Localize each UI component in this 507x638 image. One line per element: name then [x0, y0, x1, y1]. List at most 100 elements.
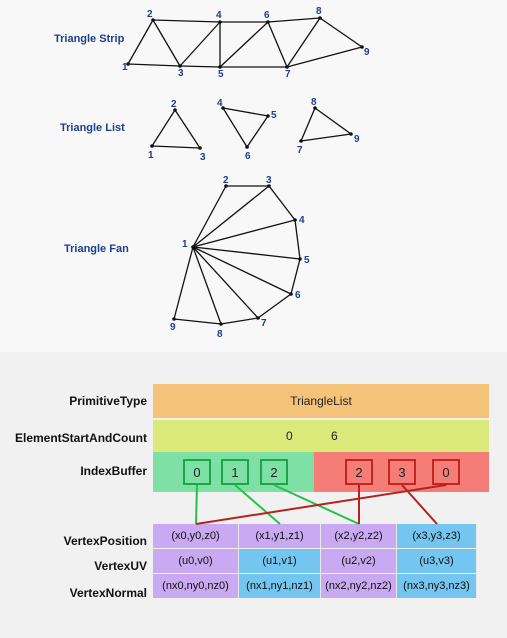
list-vertex-dot — [349, 132, 353, 136]
strip-vertex-dot — [360, 45, 364, 49]
fan-vertex-label: 1 — [182, 239, 188, 250]
strip-edge — [267, 21, 288, 68]
strip-vertex-dot — [218, 65, 222, 69]
vertex-uv-cell: (u0,v0) — [153, 549, 239, 573]
fan-vertex-label: 8 — [217, 329, 223, 340]
list-vertex-dot — [299, 139, 303, 143]
fan-edge — [257, 293, 292, 319]
fan-vertex-label: 7 — [261, 318, 267, 329]
strip-vertex-label: 1 — [122, 62, 128, 73]
list-edge — [151, 109, 176, 147]
index-entry: 1 — [221, 459, 249, 485]
strip-edge — [179, 21, 221, 67]
index-buffer-label: IndexBuffer — [80, 464, 147, 478]
vertex-position-cell: (x3,y3,z3) — [397, 524, 477, 548]
index-entry: 0 — [183, 459, 211, 485]
triangle-list-diagram: 1 2 3 4 5 6 7 8 9 — [148, 97, 360, 163]
list-vertex-label: 5 — [271, 110, 277, 121]
fan-vertex-dot — [219, 322, 223, 326]
fan-edge — [268, 185, 296, 221]
list-vertex-dot — [245, 145, 249, 149]
strip-edge — [286, 17, 321, 68]
fan-edge — [192, 246, 292, 295]
strip-edge — [319, 17, 363, 48]
list-vertex-label: 1 — [148, 150, 154, 161]
list-vertex-label: 8 — [311, 97, 317, 108]
list-vertex-label: 7 — [297, 145, 303, 156]
fan-vertex-label: 6 — [295, 290, 301, 301]
strip-vertex-label: 9 — [364, 47, 370, 58]
strip-edge — [152, 19, 221, 23]
list-edge — [222, 107, 248, 148]
strip-vertex-dot — [266, 20, 270, 24]
strip-vertex-label: 8 — [316, 6, 322, 17]
strip-vertex-dot — [126, 62, 130, 66]
strip-edge — [152, 19, 181, 67]
strip-vertex-dot — [151, 18, 155, 22]
fan-vertex-label: 4 — [299, 215, 305, 226]
list-edge — [300, 107, 316, 142]
strip-vertex-dot — [218, 20, 222, 24]
strip-vertex-dot — [285, 65, 289, 69]
fan-edge — [192, 246, 222, 325]
list-vertex-dot — [221, 106, 225, 110]
fan-edge — [294, 219, 301, 260]
fan-edge — [192, 185, 270, 248]
strip-vertex-label: 5 — [218, 69, 224, 80]
fan-edge — [220, 317, 259, 325]
fan-vertex-label: 9 — [170, 322, 176, 333]
index-entry: 2 — [260, 459, 288, 485]
element-start-and-count-band: 0 6 — [153, 420, 489, 452]
list-edge — [222, 107, 269, 117]
fan-vertex-dot — [256, 316, 260, 320]
strip-vertex-label: 2 — [147, 9, 153, 20]
fan-vertex-dot — [293, 218, 297, 222]
vertex-normal-cell: (nx0,ny0,nz0) — [153, 574, 239, 598]
element-count-value: 6 — [331, 429, 338, 443]
strip-edge — [179, 65, 221, 68]
vertex-position-cell: (x2,y2,z2) — [321, 524, 397, 548]
list-vertex-dot — [150, 144, 154, 148]
fan-vertex-label: 3 — [266, 175, 272, 186]
fan-vertex-label: 2 — [223, 175, 229, 186]
element-start-and-count-label: ElementStartAndCount — [15, 431, 147, 445]
list-vertex-dot — [313, 106, 317, 110]
fan-edge — [192, 246, 301, 260]
vertex-uv-cell: (u3,v3) — [397, 549, 477, 573]
strip-vertex-label: 3 — [178, 68, 184, 79]
vertex-normal-cell: (nx2,ny2,nz2) — [321, 574, 397, 598]
triangle-list-label: Triangle List — [60, 122, 125, 134]
strip-vertex-label: 4 — [216, 10, 222, 21]
fan-vertex-dot — [289, 292, 293, 296]
list-vertex-label: 9 — [354, 134, 360, 145]
index-entry: 3 — [388, 459, 416, 485]
fan-edge — [192, 185, 227, 248]
primitive-topology-panel: Triangle Strip Triangle List Triangle Fa… — [54, 6, 370, 340]
strip-vertex-dot — [178, 64, 182, 68]
list-vertex-label: 2 — [171, 99, 177, 110]
triangle-fan-diagram: 1 2 3 4 5 6 7 8 9 — [170, 175, 310, 340]
fan-vertex-dot — [224, 184, 228, 188]
fan-vertex-dot — [298, 257, 302, 261]
topology-diagrams: 1 2 3 4 5 6 7 8 9 1 2 3 4 5 6 7 8 9 1 2 3 4 5 6 7 8 9 — [122, 6, 370, 340]
list-edge — [151, 145, 201, 149]
list-vertex-label: 4 — [217, 98, 223, 109]
list-vertex-dot — [198, 146, 202, 150]
primitive-type-value: TriangleList — [153, 384, 489, 418]
vertex-position-label: VertexPosition — [63, 534, 147, 548]
fan-vertex-label: 5 — [304, 255, 310, 266]
fan-vertex-dot — [172, 317, 176, 321]
buffer-layout-panel: PrimitiveType TriangleList ElementStartA… — [0, 352, 507, 638]
strip-edge — [127, 19, 154, 65]
strip-edge — [127, 63, 181, 67]
list-vertex-label: 6 — [245, 151, 251, 162]
list-vertex-label: 3 — [200, 152, 206, 163]
list-edge — [174, 109, 201, 149]
strip-vertex-dot — [318, 16, 322, 20]
fan-edge — [290, 258, 301, 295]
primitive-type-label: PrimitiveType — [69, 394, 147, 408]
fan-edge — [173, 246, 194, 320]
vertex-uv-cell: (u2,v2) — [321, 549, 397, 573]
triangle-fan-label: Triangle Fan — [64, 243, 129, 255]
strip-edge — [267, 17, 321, 23]
